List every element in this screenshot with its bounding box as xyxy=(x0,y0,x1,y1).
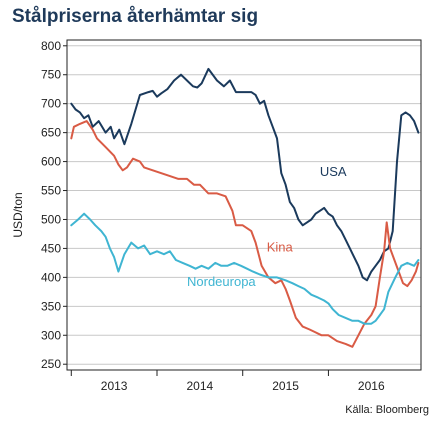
y-tick-label: 400 xyxy=(41,270,61,284)
series-lines xyxy=(70,67,420,348)
y-tick-label: 500 xyxy=(41,212,61,226)
y-axis-ticks: 250 300 350 400 450 500 550 600 650 700 750 800 xyxy=(41,39,67,371)
x-tick-label: 2016 xyxy=(358,379,385,393)
y-tick-label: 600 xyxy=(41,155,61,169)
y-tick-label: 700 xyxy=(41,97,61,111)
plot-frame xyxy=(66,39,422,371)
y-tick-label: 650 xyxy=(41,126,61,140)
y-tick-label: 550 xyxy=(41,184,61,198)
y-axis-label: USD/ton xyxy=(11,192,25,237)
x-tick-label: 2015 xyxy=(272,379,299,393)
x-tick-label: 2014 xyxy=(187,379,214,393)
grid-lines xyxy=(67,45,421,365)
x-tick-label: 2013 xyxy=(101,379,128,393)
series-label-usa: USA xyxy=(320,164,347,179)
y-tick-label: 350 xyxy=(41,299,61,313)
series-line-kina xyxy=(70,120,420,348)
series-label-kina: Kina xyxy=(267,239,294,254)
y-tick-label: 250 xyxy=(41,357,61,371)
y-tick-label: 300 xyxy=(41,328,61,342)
x-axis-ticks: 2013 2014 2015 2016 xyxy=(70,370,385,393)
y-tick-label: 800 xyxy=(41,39,61,53)
y-tick-label: 450 xyxy=(41,241,61,255)
series-labels: USA Kina Nordeuropa xyxy=(187,164,347,289)
series-line-nordeuropa xyxy=(70,212,420,325)
source-note: Källa: Bloomberg xyxy=(345,404,429,416)
chart-title: Stålpriserna återhämtar sig xyxy=(12,6,259,27)
series-label-nordeuropa: Nordeuropa xyxy=(187,274,256,289)
series-line-usa xyxy=(70,67,420,282)
y-tick-label: 750 xyxy=(41,68,61,82)
